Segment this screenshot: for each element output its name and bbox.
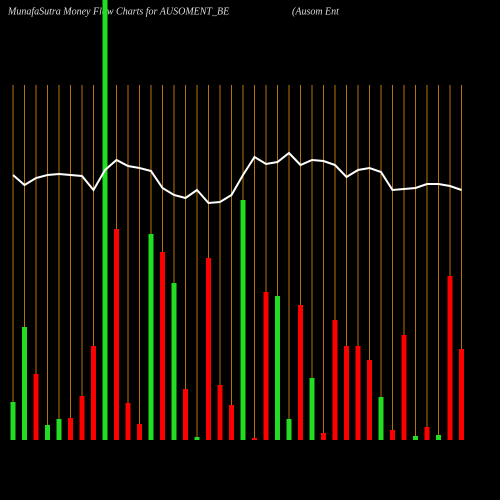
bar: [10, 402, 16, 440]
bar: [459, 349, 464, 440]
bar: [401, 335, 407, 440]
bar: [275, 296, 280, 440]
bar: [390, 430, 395, 440]
bar: [240, 200, 246, 440]
bar: [206, 258, 211, 440]
bar: [263, 292, 269, 440]
bar: [79, 396, 85, 440]
bar: [436, 435, 441, 440]
bar: [447, 276, 453, 440]
bar: [68, 418, 73, 440]
bar: [355, 346, 361, 440]
bar: [194, 437, 200, 440]
chart-title: MunafaSutra Money Flow Charts for AUSOME…: [7, 6, 229, 17]
bar: [33, 374, 39, 440]
bar: [160, 252, 165, 440]
bar: [252, 438, 257, 440]
bar: [424, 427, 430, 440]
bar: [332, 320, 338, 440]
bar: [378, 397, 384, 440]
bar: [125, 403, 131, 440]
bar: [91, 346, 96, 440]
bar: [344, 346, 349, 440]
bar: [171, 283, 177, 440]
chart-subtitle: (Ausom Ent: [292, 6, 339, 17]
bar: [286, 419, 292, 440]
bar: [309, 378, 315, 440]
bar: [114, 229, 119, 440]
bar: [413, 436, 418, 440]
bar: [217, 385, 223, 440]
bar: [148, 234, 154, 440]
bar: [367, 360, 372, 440]
bar: [183, 389, 188, 440]
bar: [56, 419, 62, 440]
bar: [45, 425, 50, 440]
bar: [102, 0, 108, 440]
bar: [298, 305, 303, 440]
bar: [229, 405, 234, 440]
bar: [137, 424, 142, 440]
bar: [22, 327, 27, 440]
price-line: [12, 151, 462, 205]
bar: [321, 433, 326, 440]
